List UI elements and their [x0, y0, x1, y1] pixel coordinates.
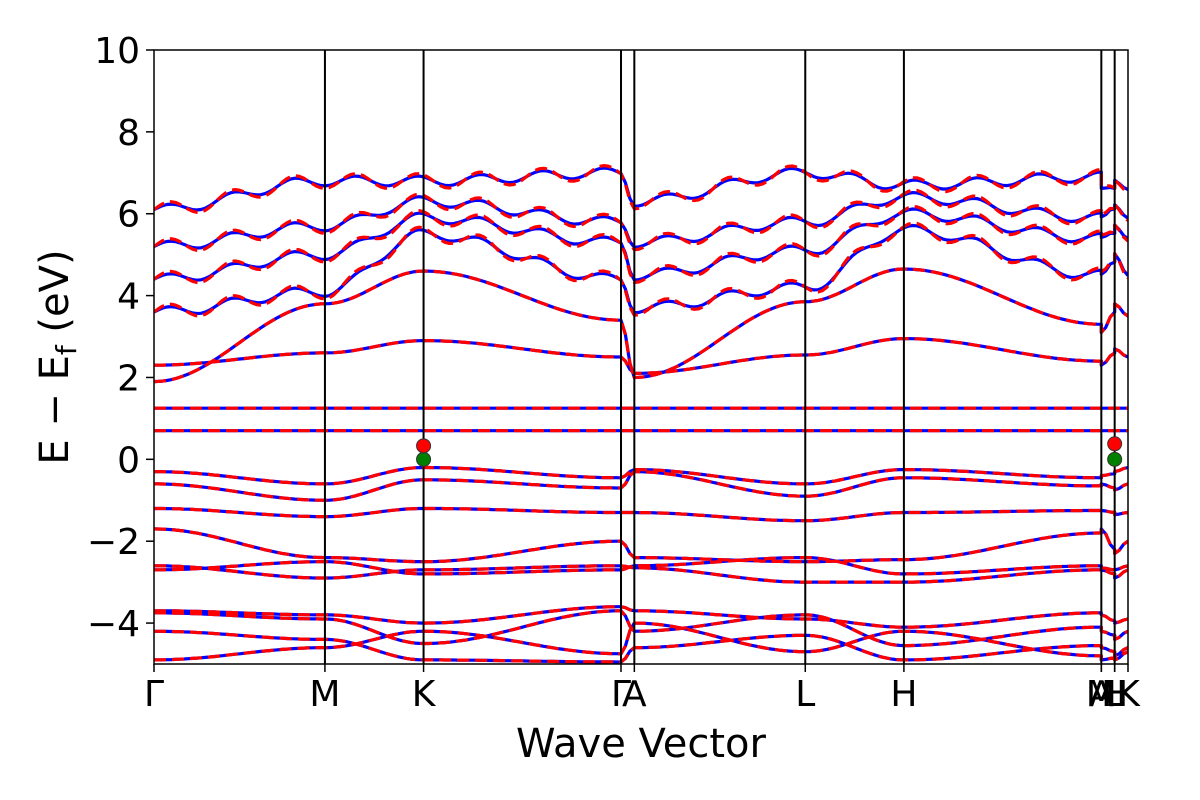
x-tick-label: M [309, 674, 340, 715]
kpoint-lines [323, 50, 1116, 664]
x-tick-label: L [1105, 674, 1125, 715]
x-tick-label: M [1086, 674, 1117, 715]
x-tick-label: Γ [144, 674, 164, 715]
band-line [154, 337, 1128, 375]
y-axis-label-sub: f [50, 344, 83, 355]
x-tick-label: Γ [611, 674, 631, 715]
band-line [154, 207, 1128, 282]
x-tick-label: K [1116, 674, 1141, 715]
x-axis-label: Wave Vector [516, 721, 767, 767]
band-line [154, 205, 1128, 285]
band-line [154, 221, 1128, 318]
x-tick-label: A [622, 674, 647, 715]
band-line [154, 564, 1128, 584]
y-axis-ticks: −4 −2 0 2 4 6 8 10 [87, 31, 154, 645]
y-tick-label: 4 [117, 277, 140, 318]
bands-layer [154, 164, 1128, 664]
y-tick-label: 0 [117, 440, 140, 481]
x-tick-label: H [890, 674, 917, 715]
band-line [154, 188, 1128, 252]
band-line [154, 506, 1128, 523]
y-tick-label: 6 [117, 195, 140, 236]
cbm-marker [1107, 436, 1123, 452]
band-line [154, 629, 1128, 664]
band-line [154, 164, 1128, 214]
band-line [154, 527, 1128, 564]
x-tick-label: L [795, 674, 815, 715]
band-line [154, 605, 1128, 629]
cbm-marker [416, 438, 432, 454]
y-axis-label-main: E − E [32, 355, 78, 465]
band-line [154, 556, 1128, 576]
y-tick-label: 10 [94, 31, 140, 72]
vbm-marker [1107, 451, 1123, 467]
vbm-marker [416, 451, 432, 467]
y-axis-label-unit: (eV) [32, 249, 78, 345]
x-tick-label: H [1101, 674, 1128, 715]
band-line [154, 470, 1128, 502]
band-line [154, 465, 1128, 486]
y-tick-label: −4 [87, 604, 140, 645]
y-tick-label: 8 [117, 113, 140, 154]
plot-frame [153, 49, 1129, 665]
band-line [154, 267, 1128, 384]
y-tick-label: −2 [87, 522, 140, 563]
band-line [154, 609, 1128, 648]
x-tick-label: K [412, 674, 437, 715]
gap-markers [416, 436, 1123, 467]
y-tick-label: 2 [117, 358, 140, 399]
y-axis-label: E − Ef (eV) [32, 249, 83, 464]
x-tick-label: A [1089, 674, 1114, 715]
